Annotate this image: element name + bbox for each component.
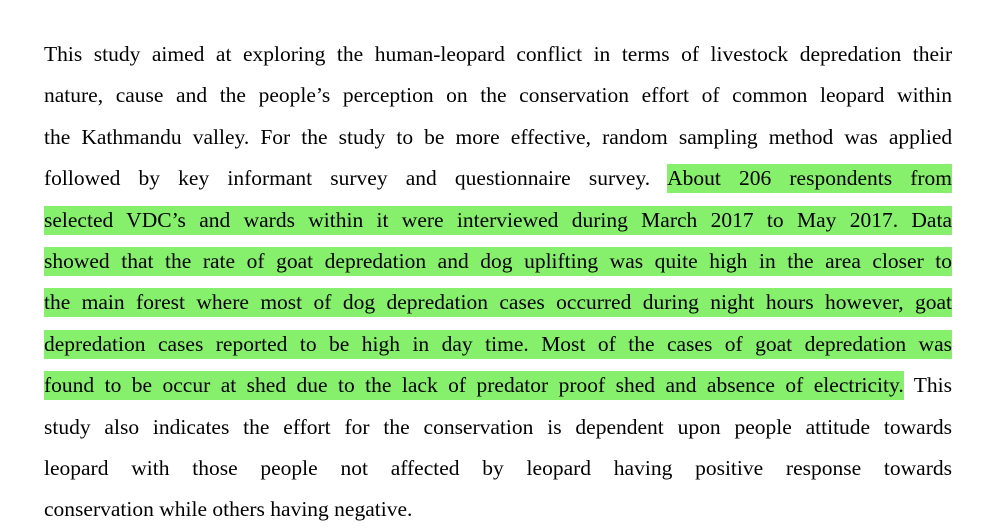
text-segment: study also indicates the effort for the … xyxy=(44,414,952,439)
highlighted-text: selected VDC’s and wards within it were … xyxy=(44,205,952,235)
highlighted-text: depredation cases reported to be high in… xyxy=(44,329,952,359)
paragraph-line-10: study also indicates the effort for the … xyxy=(44,407,952,448)
paragraph-line-6: showed that the rate of goat depredation… xyxy=(44,241,953,282)
text-segment: nature, cause and the people’s perceptio… xyxy=(44,83,952,108)
paragraph-line-11: leopard with those people not affected b… xyxy=(44,448,952,489)
paragraph-line-5: selected VDC’s and wards within it were … xyxy=(44,200,952,241)
highlighted-text: About 206 respondents from xyxy=(667,164,952,194)
paragraph-line-3: the Kathmandu valley. For the study to b… xyxy=(44,117,952,158)
paragraph-line-2: nature, cause and the people’s perceptio… xyxy=(44,75,952,116)
text-segment: the Kathmandu valley. For the study to b… xyxy=(44,124,953,149)
document-body: This study aimed at exploring the human-… xyxy=(44,34,952,531)
paragraph-line-1: This study aimed at exploring the human-… xyxy=(44,34,952,75)
text-segment: This xyxy=(913,373,952,398)
paragraph-line-9: found to be occur at shed due to the lac… xyxy=(44,365,952,406)
paragraph-line-8: depredation cases reported to be high in… xyxy=(44,324,952,365)
text-segment: conservation while others having negativ… xyxy=(44,497,413,522)
paragraph-line-4: followed by key informant survey and que… xyxy=(44,158,952,199)
text-segment: followed by key informant survey and que… xyxy=(44,166,651,191)
highlighted-text: the main forest where most of dog depred… xyxy=(44,288,952,318)
highlighted-text: showed that the rate of goat depredation… xyxy=(44,246,953,276)
paragraph-line-7: the main forest where most of dog depred… xyxy=(44,282,952,323)
text-segment: leopard with those people not affected b… xyxy=(44,455,952,480)
paragraph-line-12: conservation while others having negativ… xyxy=(44,489,952,530)
text-segment: This study aimed at exploring the human-… xyxy=(44,42,953,66)
highlighted-text: found to be occur at shed due to the lac… xyxy=(44,371,904,401)
